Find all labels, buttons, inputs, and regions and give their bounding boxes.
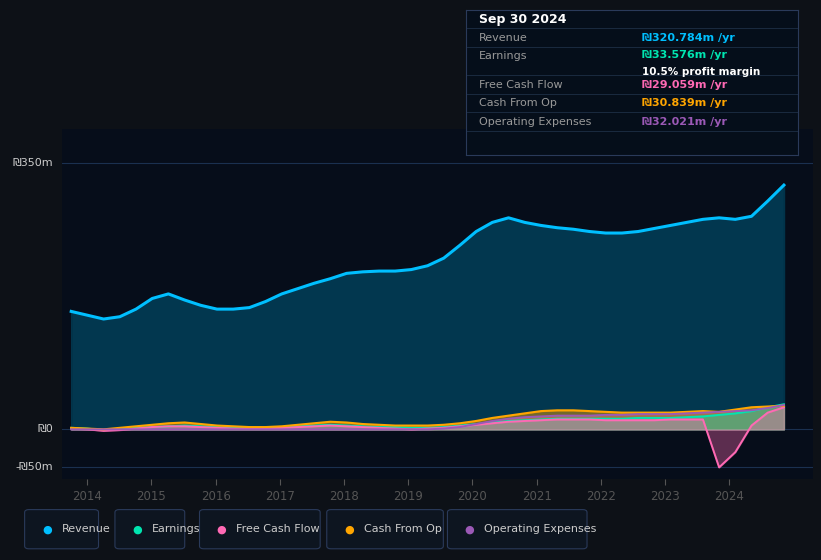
Text: Operating Expenses: Operating Expenses	[484, 524, 597, 534]
Text: ●: ●	[217, 524, 227, 534]
Text: 10.5% profit margin: 10.5% profit margin	[642, 67, 760, 77]
Text: -₪50m: -₪50m	[16, 463, 53, 473]
Text: ●: ●	[465, 524, 475, 534]
Text: ●: ●	[132, 524, 142, 534]
Text: Cash From Op: Cash From Op	[364, 524, 442, 534]
Text: Operating Expenses: Operating Expenses	[479, 117, 591, 127]
Text: ₪320.784m /yr: ₪320.784m /yr	[642, 32, 735, 43]
Text: Cash From Op: Cash From Op	[479, 98, 557, 108]
Text: ●: ●	[42, 524, 52, 534]
Text: ₪32.021m /yr: ₪32.021m /yr	[642, 117, 727, 127]
Text: Earnings: Earnings	[152, 524, 200, 534]
Text: ₪0: ₪0	[38, 424, 53, 435]
Text: ₪350m: ₪350m	[12, 158, 53, 168]
Text: Revenue: Revenue	[479, 32, 528, 43]
Text: ₪29.059m /yr: ₪29.059m /yr	[642, 80, 727, 90]
Text: Free Cash Flow: Free Cash Flow	[479, 80, 562, 90]
Text: Free Cash Flow: Free Cash Flow	[236, 524, 320, 534]
Text: ●: ●	[344, 524, 354, 534]
Text: Revenue: Revenue	[62, 524, 110, 534]
Text: Sep 30 2024: Sep 30 2024	[479, 13, 566, 26]
Text: Earnings: Earnings	[479, 52, 527, 61]
Text: ₪33.576m /yr: ₪33.576m /yr	[642, 50, 727, 60]
Text: ₪30.839m /yr: ₪30.839m /yr	[642, 98, 727, 108]
